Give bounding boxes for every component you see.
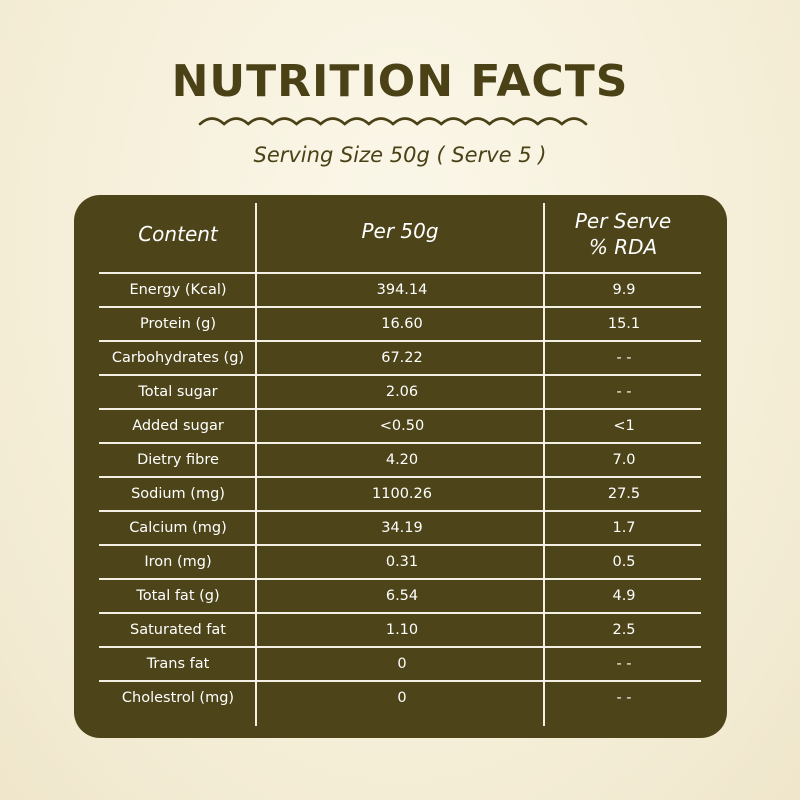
table-row: Carbohydrates (g) 67.22 - - — [99, 340, 701, 374]
rda-value: - - — [616, 350, 632, 366]
per-50g-value: 4.20 — [385, 452, 419, 468]
header-content: Content — [99, 195, 257, 272]
table-row: Added sugar <0.50 <1 — [99, 408, 701, 442]
rda-value: - - — [616, 384, 632, 400]
nutrient-name: Protein (g) — [140, 316, 216, 332]
nutrient-name: Saturated fat — [130, 622, 226, 638]
rda-value: 15.1 — [607, 316, 641, 332]
nutrient-name: Carbohydrates (g) — [111, 350, 245, 366]
header-per-50g: Per 50g — [257, 195, 543, 272]
table-row: Energy (Kcal) 394.14 9.9 — [99, 272, 701, 306]
table-row: Calcium (mg) 34.19 1.7 — [99, 510, 701, 544]
rda-value: 27.5 — [607, 486, 641, 502]
table-row: Trans fat 0 - - — [99, 646, 701, 680]
per-50g-value: 0 — [397, 656, 407, 672]
rda-value: <1 — [613, 418, 635, 434]
rda-value: 2.5 — [612, 622, 636, 638]
table-row: Saturated fat 1.10 2.5 — [99, 612, 701, 646]
table-body: Energy (Kcal) 394.14 9.9 Protein (g) 16.60 15… — [99, 272, 701, 714]
per-50g-value: 2.06 — [385, 384, 419, 400]
header-per-50g-label: Per 50g — [361, 218, 439, 243]
per-50g-value: 67.22 — [381, 350, 423, 366]
nutrient-name: Total fat (g) — [136, 588, 220, 604]
nutrient-name: Sodium (mg) — [131, 486, 225, 502]
per-50g-value: 0.31 — [385, 554, 419, 570]
nutrient-name: Calcium (mg) — [129, 520, 227, 536]
header-content-label: Content — [138, 221, 218, 246]
serving-size: Serving Size 50g ( Serve 5 ) — [253, 143, 547, 167]
per-50g-value: 394.14 — [376, 282, 428, 298]
nutrient-name: Iron (mg) — [144, 554, 212, 570]
rda-value: 1.7 — [612, 520, 636, 536]
nutrition-table: Content Per 50g Per Serve % RDA Energy (… — [74, 195, 727, 738]
per-50g-value: 0 — [397, 690, 407, 706]
nutrient-name: Cholestrol (mg) — [121, 690, 235, 706]
nutrient-name: Trans fat — [146, 656, 210, 672]
nutrient-name: Energy (Kcal) — [129, 282, 227, 298]
per-50g-value: 1100.26 — [372, 486, 432, 502]
rda-value: 4.9 — [612, 588, 636, 604]
nutrient-name: Added sugar — [132, 418, 224, 434]
table-row: Total sugar 2.06 - - — [99, 374, 701, 408]
rda-value: - - — [616, 690, 632, 706]
rda-value: 7.0 — [612, 452, 636, 468]
rda-value: 0.5 — [612, 554, 636, 570]
per-50g-value: 1.10 — [385, 622, 419, 638]
column-divider — [255, 203, 257, 726]
header-per-serve-line2: % RDA — [588, 234, 658, 259]
nutrient-name: Total sugar — [138, 384, 218, 400]
wave-divider — [198, 117, 588, 126]
per-50g-value: 6.54 — [385, 588, 419, 604]
page-title: NUTRITION FACTS — [171, 56, 629, 107]
column-divider — [543, 203, 545, 726]
table-row: Total fat (g) 6.54 4.9 — [99, 578, 701, 612]
per-50g-value: <0.50 — [379, 418, 425, 434]
table-row: Sodium (mg) 1100.26 27.5 — [99, 476, 701, 510]
per-50g-value: 16.60 — [381, 316, 423, 332]
header-per-serve-line1: Per Serve — [574, 208, 672, 233]
table-row: Dietry fibre 4.20 7.0 — [99, 442, 701, 476]
rda-value: - - — [616, 656, 632, 672]
table-row: Iron (mg) 0.31 0.5 — [99, 544, 701, 578]
table-row: Cholestrol (mg) 0 - - — [99, 680, 701, 714]
rda-value: 9.9 — [612, 282, 636, 298]
header-per-serve: Per Serve % RDA — [545, 195, 701, 272]
nutrient-name: Dietry fibre — [137, 452, 219, 468]
per-50g-value: 34.19 — [381, 520, 423, 536]
table-row: Protein (g) 16.60 15.1 — [99, 306, 701, 340]
